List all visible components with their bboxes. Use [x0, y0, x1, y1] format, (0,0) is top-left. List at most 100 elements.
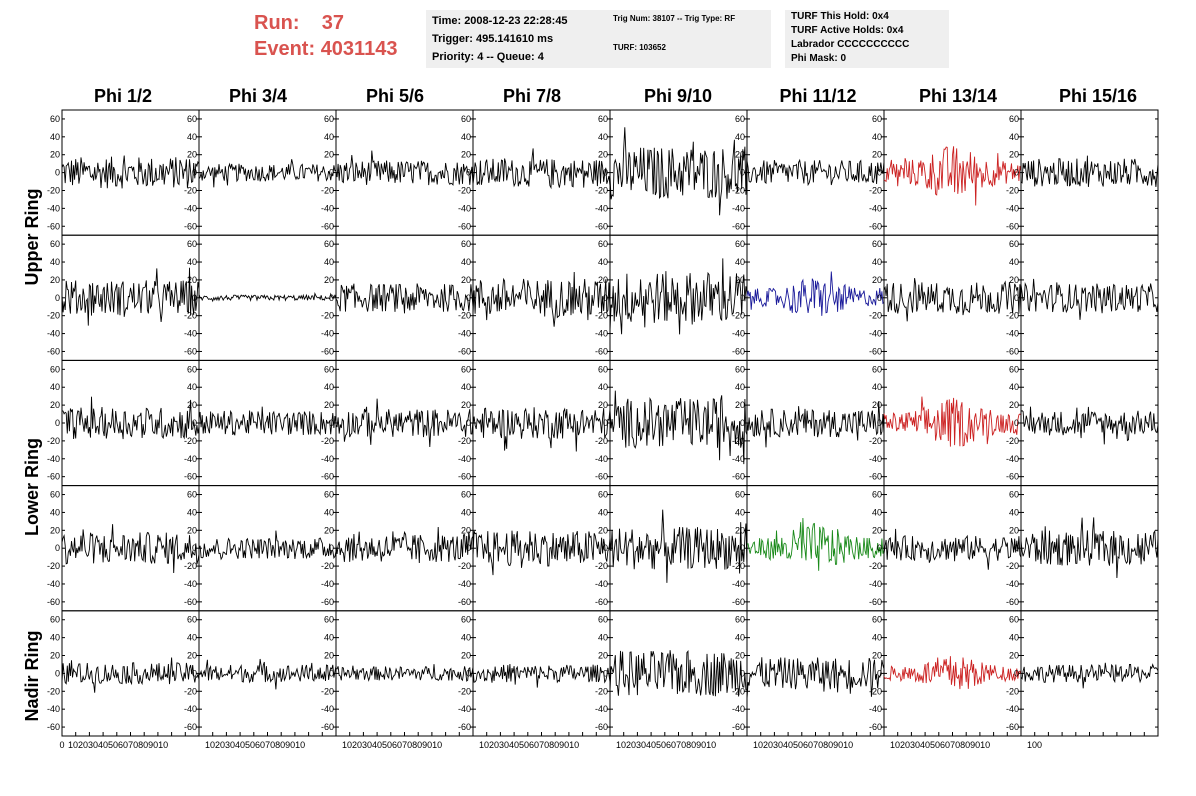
y-tick-label: -60 — [1006, 472, 1019, 482]
run-value: 37 — [321, 12, 345, 34]
y-tick-label: 20 — [461, 275, 471, 285]
y-tick-label: -20 — [732, 311, 745, 321]
y-tick-label: -40 — [458, 203, 471, 213]
y-tick-label: 20 — [1009, 400, 1019, 410]
y-tick-label: -20 — [869, 436, 882, 446]
turf-info-box: TURF This Hold: 0x4 TURF Active Holds: 0… — [785, 10, 949, 68]
event-label: Event: — [254, 38, 316, 60]
y-tick-label: 40 — [324, 382, 334, 392]
waveform-trace — [883, 396, 1022, 447]
y-tick-label: -40 — [321, 329, 334, 339]
y-tick-label: 60 — [324, 364, 334, 374]
waveform-trace — [883, 146, 1022, 206]
y-tick-label: -40 — [869, 704, 882, 714]
y-tick-label: 60 — [735, 615, 745, 625]
column-header: Phi 1/2 — [93, 86, 153, 106]
waveform-trace — [335, 283, 474, 314]
y-tick-label: -60 — [595, 346, 608, 356]
y-tick-label: -40 — [1006, 203, 1019, 213]
y-tick-label: 60 — [735, 239, 745, 249]
run-line: Run: 37 — [254, 10, 397, 36]
run-label: Run: — [254, 12, 300, 34]
y-tick-label: 0 — [877, 293, 882, 303]
y-tick-label: 40 — [735, 382, 745, 392]
y-tick-label: 0 — [466, 293, 471, 303]
y-tick-label: -40 — [1006, 329, 1019, 339]
y-tick-label: -60 — [458, 472, 471, 482]
y-tick-label: 0 — [603, 168, 608, 178]
y-tick-label: -60 — [321, 597, 334, 607]
y-tick-label: 0 — [55, 168, 60, 178]
y-tick-label: 60 — [50, 490, 60, 500]
turf-text: TURF: 103652 — [613, 43, 666, 52]
y-tick-label: 20 — [50, 525, 60, 535]
y-tick-label: -60 — [869, 221, 882, 231]
y-tick-label: 60 — [598, 490, 608, 500]
y-tick-label: 40 — [1009, 382, 1019, 392]
x-tick-label: 10203040506070809010 — [68, 740, 168, 750]
y-tick-label: -60 — [458, 346, 471, 356]
waveform-trace — [609, 390, 748, 465]
waveform-trace — [335, 150, 474, 186]
y-tick-label: -20 — [458, 185, 471, 195]
y-tick-label: 60 — [187, 490, 197, 500]
waveform-trace — [61, 267, 200, 326]
y-tick-label: -60 — [321, 221, 334, 231]
waveform-trace — [609, 127, 748, 216]
y-tick-label: 60 — [324, 615, 334, 625]
y-tick-label: 0 — [466, 168, 471, 178]
y-tick-label: -20 — [47, 561, 60, 571]
y-tick-label: -40 — [321, 454, 334, 464]
trigger-info-box: Trig Num: 38107 -- Trig Type: RF TURF: 1… — [605, 10, 771, 68]
priority-text: Priority: 4 -- Queue: 4 — [432, 51, 544, 63]
y-tick-label: 20 — [1009, 150, 1019, 160]
y-tick-label: 0 — [192, 668, 197, 678]
y-tick-label: 60 — [461, 615, 471, 625]
waveform-grid: 60 40 20 0 -20 -40 -60 60 40 20 0 -20 -40 -60 60 40 20 0 -… — [47, 109, 1159, 750]
y-tick-label: -60 — [869, 597, 882, 607]
y-tick-label: 40 — [872, 132, 882, 142]
y-tick-label: 60 — [461, 364, 471, 374]
waveform-trace — [61, 155, 200, 189]
y-tick-label: 0 — [603, 668, 608, 678]
y-tick-label: 0 — [192, 168, 197, 178]
y-tick-label: 20 — [598, 275, 608, 285]
y-tick-label: -60 — [47, 221, 60, 231]
time-info-box: Time: 2008-12-23 22:28:45 Trigger: 495.1… — [426, 10, 618, 68]
y-tick-label: -40 — [1006, 454, 1019, 464]
waveform-trace — [746, 517, 885, 571]
y-tick-label: -60 — [732, 221, 745, 231]
y-tick-label: 0 — [740, 168, 745, 178]
y-tick-label: 40 — [598, 382, 608, 392]
y-tick-label: -60 — [732, 472, 745, 482]
y-tick-label: 20 — [324, 400, 334, 410]
y-tick-label: -20 — [458, 436, 471, 446]
x-tick-label: 0 — [59, 740, 64, 750]
y-tick-label: 60 — [461, 490, 471, 500]
y-tick-label: 0 — [603, 293, 608, 303]
y-tick-label: -20 — [321, 436, 334, 446]
y-tick-label: 60 — [598, 114, 608, 124]
y-tick-label: 40 — [598, 132, 608, 142]
y-tick-label: -40 — [184, 203, 197, 213]
y-tick-label: 60 — [187, 114, 197, 124]
y-tick-label: -20 — [595, 561, 608, 571]
y-tick-label: 0 — [329, 293, 334, 303]
waveform-trace — [335, 664, 474, 682]
waveform-trace — [472, 407, 611, 452]
event-value: 4031143 — [320, 38, 398, 60]
y-tick-label: 40 — [50, 257, 60, 267]
waveform-trace — [472, 663, 611, 688]
column-header: Phi 15/16 — [1058, 86, 1138, 106]
y-tick-label: 40 — [461, 633, 471, 643]
y-tick-label: 40 — [872, 507, 882, 517]
y-tick-label: 40 — [1009, 633, 1019, 643]
y-tick-label: -20 — [1006, 561, 1019, 571]
y-tick-label: -20 — [47, 311, 60, 321]
y-tick-label: -40 — [732, 579, 745, 589]
y-tick-label: -20 — [184, 686, 197, 696]
y-tick-label: -60 — [1006, 597, 1019, 607]
y-tick-label: 0 — [55, 543, 60, 553]
x-tick-label: 100 — [1027, 740, 1042, 750]
y-tick-label: 40 — [50, 633, 60, 643]
